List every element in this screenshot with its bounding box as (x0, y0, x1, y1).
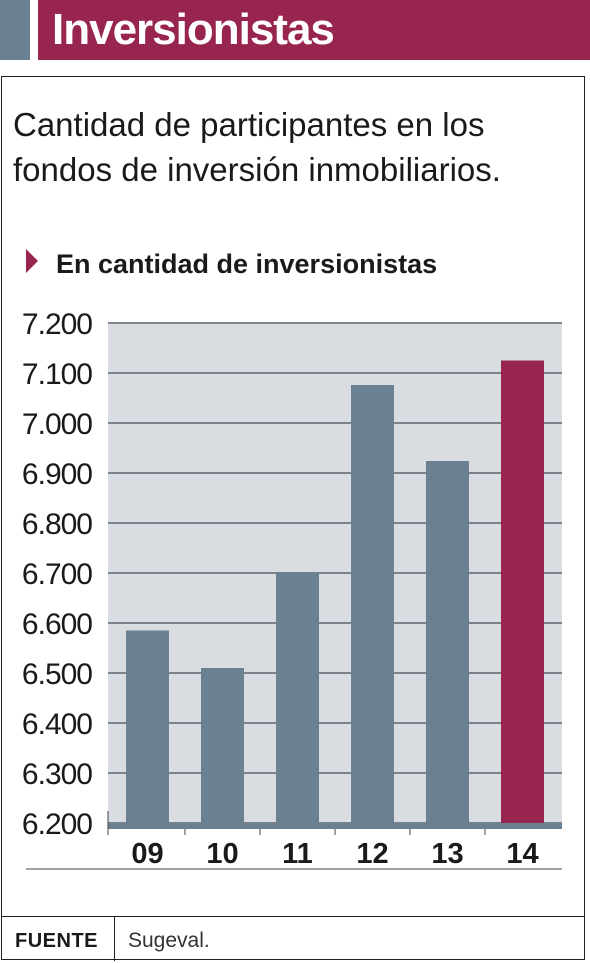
x-tick-label: 11 (282, 838, 313, 870)
plot-background (108, 323, 562, 829)
x-tick-label: 14 (506, 838, 538, 870)
y-tick-label: 6.400 (22, 708, 92, 741)
bar (276, 572, 319, 829)
y-tick-label: 6.600 (22, 608, 92, 641)
source-label: FUENTE (15, 930, 98, 952)
header-side-block (0, 0, 30, 60)
y-tick-label: 6.200 (22, 808, 92, 841)
bar-chart: 7.200 7.100 7.000 6.900 6.800 6.700 6.600 6.500… (22, 308, 562, 870)
x-tick-label: 12 (356, 838, 388, 870)
caret-right-icon (26, 249, 38, 273)
y-tick-label: 6.900 (22, 458, 92, 491)
unit-label: En cantidad de inversionistas (56, 249, 438, 279)
y-tick-label: 6.700 (22, 558, 92, 591)
chart-subtitle: Cantidad de participantes en los fondos … (13, 106, 501, 188)
bar (501, 360, 544, 829)
page-title: Inversionistas (52, 5, 335, 54)
chart-frame (1, 76, 585, 960)
bar (426, 461, 469, 829)
y-tick-label: 6.800 (22, 508, 92, 541)
y-tick-label: 7.200 (22, 308, 92, 341)
baseline-band (108, 823, 562, 829)
y-tick-label: 6.500 (22, 658, 92, 691)
footer-separator (114, 917, 115, 961)
header-bar: Inversionistas (38, 0, 590, 60)
y-tick-label: 6.300 (22, 758, 92, 791)
x-tick-label: 13 (431, 838, 463, 870)
bar (351, 385, 394, 829)
source-value: Sugeval. (128, 929, 210, 952)
y-tick-label: 7.100 (22, 358, 92, 391)
x-tick-label: 09 (131, 838, 163, 870)
y-tick-label: 7.000 (22, 408, 92, 441)
bar (126, 630, 169, 829)
footer-divider (1, 916, 585, 917)
x-tick-label: 10 (206, 838, 238, 870)
bar (201, 668, 244, 829)
